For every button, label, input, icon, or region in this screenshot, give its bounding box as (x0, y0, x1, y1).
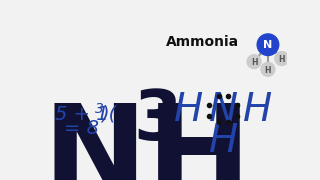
Text: H: H (209, 122, 238, 160)
Text: 3: 3 (95, 102, 104, 116)
Text: 5 + 1(: 5 + 1( (55, 105, 116, 124)
Text: H: H (251, 58, 257, 67)
Text: NH: NH (42, 99, 252, 180)
Text: N: N (263, 40, 273, 50)
Text: ): ) (101, 105, 108, 124)
Circle shape (257, 34, 279, 55)
Text: N: N (209, 91, 238, 129)
Text: H: H (265, 66, 271, 75)
Circle shape (275, 52, 289, 66)
Text: = 8: = 8 (64, 119, 99, 138)
Circle shape (247, 55, 261, 69)
Text: H: H (174, 91, 203, 129)
Text: H: H (243, 91, 273, 129)
Text: H: H (278, 55, 285, 64)
Text: 3: 3 (133, 87, 181, 154)
Circle shape (261, 62, 275, 76)
Text: Ammonia: Ammonia (166, 35, 239, 50)
